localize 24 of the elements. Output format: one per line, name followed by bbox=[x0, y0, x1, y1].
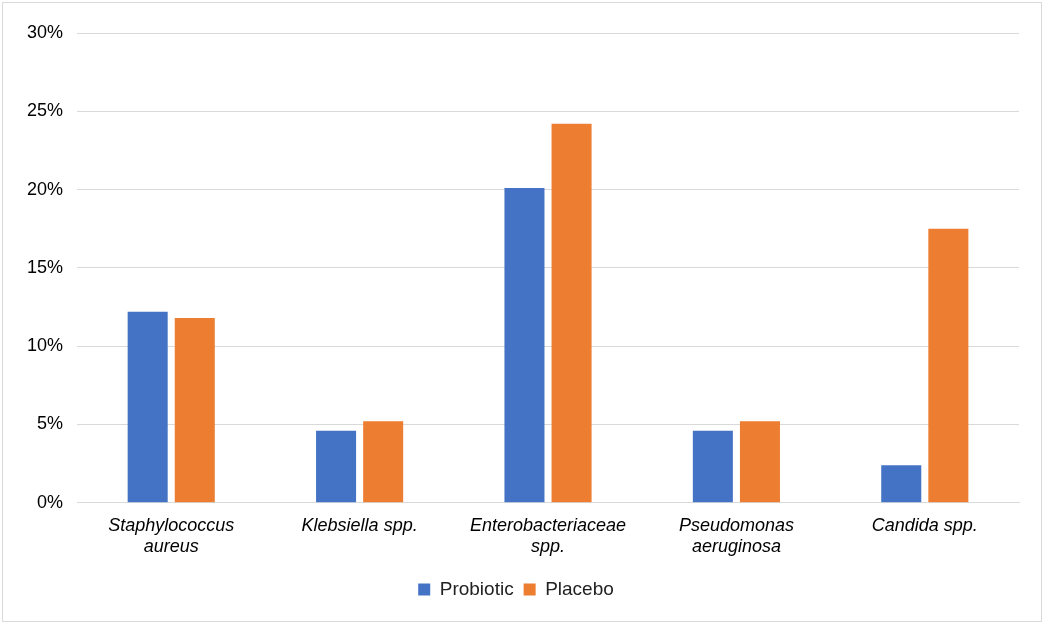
bar bbox=[316, 430, 357, 503]
y-tick-label: 15% bbox=[27, 256, 64, 277]
x-tick-label: Candida spp. bbox=[871, 514, 978, 535]
bar bbox=[127, 311, 168, 503]
bar bbox=[692, 430, 733, 503]
bar bbox=[881, 465, 922, 503]
legend-label: Placebo bbox=[545, 577, 614, 599]
y-tick-label: 30% bbox=[27, 21, 64, 42]
y-tick-label: 10% bbox=[27, 335, 64, 356]
bar bbox=[739, 421, 780, 503]
bar bbox=[928, 228, 969, 503]
bar bbox=[551, 123, 592, 503]
x-tick-label: Enterobacteriaceae spp. bbox=[469, 514, 627, 557]
legend-label: Probiotic bbox=[439, 577, 514, 599]
bar bbox=[363, 421, 404, 503]
bar bbox=[504, 188, 545, 503]
x-tick-label: Staphylococcus aureus bbox=[108, 514, 235, 557]
bar bbox=[174, 318, 215, 503]
y-tick-label: 25% bbox=[27, 100, 64, 121]
x-tick-label: Pseudomonas aeruginosa bbox=[678, 514, 794, 557]
y-tick-label: 20% bbox=[27, 178, 64, 199]
y-tick-label: 5% bbox=[37, 413, 64, 434]
y-tick-label: 0% bbox=[37, 491, 64, 512]
x-tick-label: Klebsiella spp. bbox=[301, 514, 418, 535]
